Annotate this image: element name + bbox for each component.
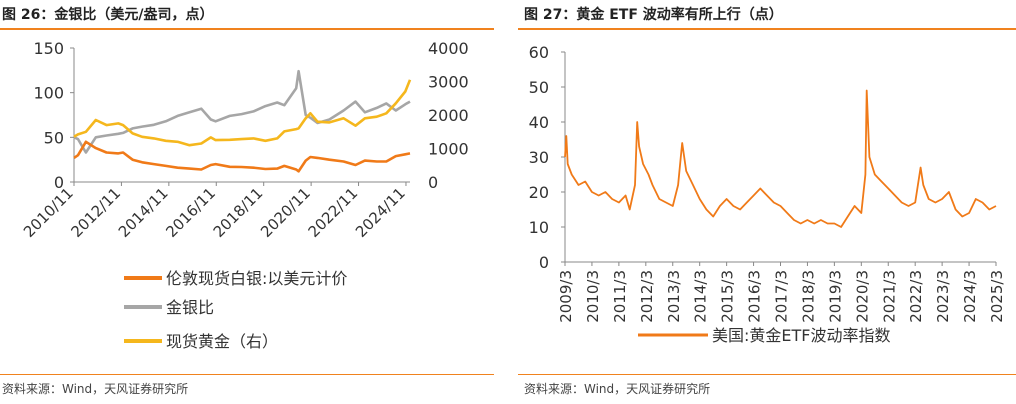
footer-rule-right bbox=[518, 374, 1016, 375]
x-tick-label: 2010/3 bbox=[584, 270, 602, 323]
x-tick-label: 2016/11 bbox=[162, 184, 219, 241]
footer-rule-left bbox=[0, 374, 494, 375]
y-left-tick-label: 100 bbox=[33, 84, 64, 103]
y-tick-label: 20 bbox=[529, 183, 549, 202]
chart-title-right: 图 27：黄金 ETF 波动率有所上行（点） bbox=[524, 7, 783, 23]
y-left-tick-label: 50 bbox=[44, 128, 64, 147]
y-right-tick-label: 2000 bbox=[428, 106, 469, 125]
x-tick-label: 2024/3 bbox=[961, 270, 979, 323]
x-tick-label: 2016/3 bbox=[746, 270, 764, 323]
x-tick-label: 2025/3 bbox=[988, 270, 1006, 323]
x-tick-label: 2012/11 bbox=[67, 184, 124, 241]
legend-label-2: 现货黄金（右） bbox=[166, 332, 278, 351]
x-tick-label: 2020/3 bbox=[853, 270, 871, 323]
chart-right-canvas: 0 10 20 30 40 50 60 2009/3 2010/3 2011/3 2012/3 201… bbox=[529, 43, 1006, 345]
x-tick-label: 2018/3 bbox=[799, 270, 817, 323]
x-tick-label: 2021/3 bbox=[880, 270, 898, 323]
y-tick-label: 30 bbox=[529, 148, 549, 167]
y-right-tick-label: 4000 bbox=[428, 39, 469, 58]
y-tick-label: 60 bbox=[529, 43, 549, 62]
y-tick-label: 40 bbox=[529, 113, 549, 132]
series-line-1 bbox=[73, 69, 411, 154]
x-tick-label: 2023/3 bbox=[934, 270, 952, 323]
title-rule-right bbox=[518, 28, 1016, 30]
x-tick-label: 2009/3 bbox=[557, 270, 575, 323]
chart-panel-left: 图 26：金银比（美元/盎司，点） 0 50 100 150 0 1000 2000 3000… bbox=[0, 0, 500, 404]
x-tick-label: 2022/3 bbox=[907, 270, 925, 323]
source-note-left: 资料来源：Wind，天风证券研究所 bbox=[2, 382, 189, 396]
series-line-0 bbox=[564, 89, 997, 228]
source-note-right: 资料来源：Wind，天风证券研究所 bbox=[524, 382, 711, 396]
x-tick-label: 2012/3 bbox=[638, 270, 656, 323]
y-tick-label: 50 bbox=[529, 78, 549, 97]
x-tick-label: 2013/3 bbox=[665, 270, 683, 323]
x-tick-label: 2015/3 bbox=[719, 270, 737, 323]
legend-label-0: 伦敦现货白银:以美元计价 bbox=[166, 269, 347, 288]
series-line-2 bbox=[73, 79, 412, 147]
legend-label-0: 美国:黄金ETF波动率指数 bbox=[712, 326, 890, 345]
chart-title-left: 图 26：金银比（美元/盎司，点） bbox=[2, 7, 214, 23]
x-tick-label: 2017/3 bbox=[773, 270, 791, 323]
y-right-tick-label: 3000 bbox=[428, 73, 469, 92]
y-right-tick-label: 0 bbox=[428, 173, 438, 192]
y-tick-label: 10 bbox=[529, 218, 549, 237]
series-line-0 bbox=[73, 140, 411, 173]
x-tick-label: 2010/11 bbox=[20, 184, 77, 241]
x-tick-label: 2020/11 bbox=[257, 184, 314, 241]
y-left-tick-label: 150 bbox=[33, 39, 64, 58]
x-tick-label: 2014/3 bbox=[692, 270, 710, 323]
y-left-tick-label: 0 bbox=[54, 173, 64, 192]
y-tick-label: 0 bbox=[539, 253, 549, 272]
title-rule-left bbox=[0, 28, 494, 30]
x-tick-label: 2018/11 bbox=[210, 184, 267, 241]
chart-left-canvas: 0 50 100 150 0 1000 2000 3000 4000 2010/112012/11… bbox=[20, 39, 469, 351]
x-tick-label: 2022/11 bbox=[305, 184, 362, 241]
x-tick-label: 2024/11 bbox=[352, 184, 409, 241]
x-tick-label: 2014/11 bbox=[115, 184, 172, 241]
legend-label-1: 金银比 bbox=[166, 298, 214, 317]
x-tick-label: 2019/3 bbox=[826, 270, 844, 323]
y-right-tick-label: 1000 bbox=[428, 140, 469, 159]
x-tick-label: 2011/3 bbox=[611, 270, 629, 323]
chart-panel-right: 图 27：黄金 ETF 波动率有所上行（点） 0 10 20 30 40 50 60 2009… bbox=[508, 0, 1016, 404]
